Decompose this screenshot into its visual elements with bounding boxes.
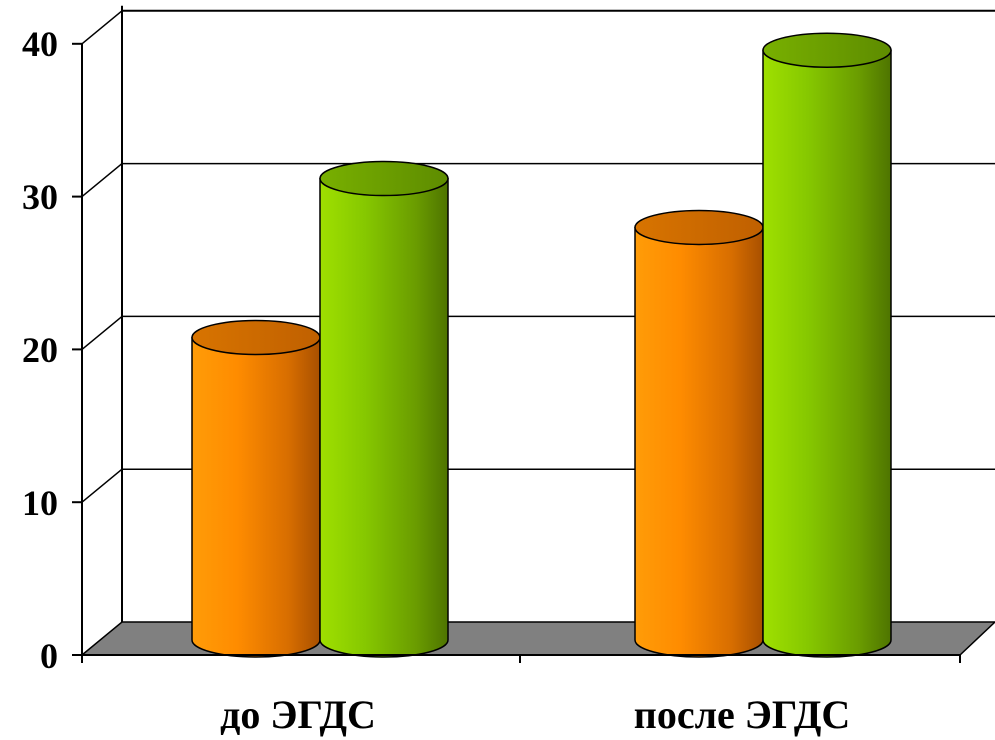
bar-top (762, 32, 892, 68)
bar-body (762, 49, 892, 658)
bar-body (634, 226, 764, 658)
bar-cylinder (762, 32, 892, 658)
bars (191, 32, 892, 658)
bar-cylinder (634, 209, 764, 658)
y-tick-label: 10 (22, 483, 58, 523)
y-tick-label: 0 (40, 636, 58, 676)
category-labels: до ЭГДС после ЭГДС (220, 692, 850, 737)
category-label: до ЭГДС (220, 692, 376, 737)
y-tick-label: 30 (22, 177, 58, 217)
gridline-side (81, 315, 123, 350)
bar-body (191, 336, 321, 658)
y-tick-label: 20 (22, 330, 58, 370)
bar-top (191, 319, 321, 356)
y-tick-label: 40 (22, 24, 58, 64)
x-axis (81, 654, 961, 663)
gridline-side (81, 163, 123, 198)
y-tick-labels: 0 10 20 30 40 (22, 24, 58, 676)
bar-top (634, 209, 764, 246)
bar-body (319, 177, 449, 658)
bar-cylinder (319, 160, 449, 658)
bar-top (319, 160, 449, 197)
gridline-side (81, 10, 123, 45)
bar-cylinder (191, 319, 321, 658)
y-axis (72, 42, 83, 656)
category-label: после ЭГДС (634, 692, 850, 737)
gridline-side (81, 468, 123, 503)
